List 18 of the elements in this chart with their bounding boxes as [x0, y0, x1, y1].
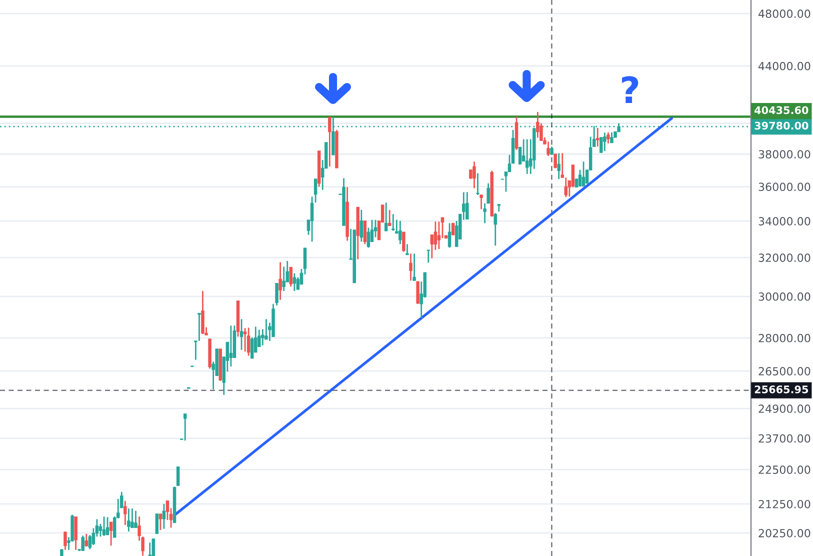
y-tick-label: 30000.00: [758, 292, 810, 301]
y-tick-label: 34000.00: [758, 217, 810, 226]
y-tick-label: 36000.00: [758, 182, 810, 192]
y-tick-label: 24900.00: [758, 404, 810, 413]
y-tick-label: 21250.00: [758, 500, 810, 508]
ref-line-label: 40435.60: [754, 106, 808, 114]
y-tick-label: 23700.00: [758, 434, 810, 443]
y-tick-label: 44000.00: [758, 62, 810, 70]
ref-line-label: 39780.00: [754, 122, 808, 130]
annotation: ?: [622, 76, 638, 103]
y-tick-label: 20250.00: [758, 528, 810, 538]
y-tick-label: 38000.00: [758, 150, 810, 159]
y-tick-label: 22500.00: [758, 466, 810, 474]
y-tick-label: 28000.00: [758, 334, 810, 342]
y-tick-label: 26500.00: [758, 367, 810, 376]
y-tick-label: 32000.00: [758, 254, 810, 262]
y-tick-label: 48000.00: [758, 9, 810, 18]
ref-line-label: 25665.95: [754, 385, 808, 394]
